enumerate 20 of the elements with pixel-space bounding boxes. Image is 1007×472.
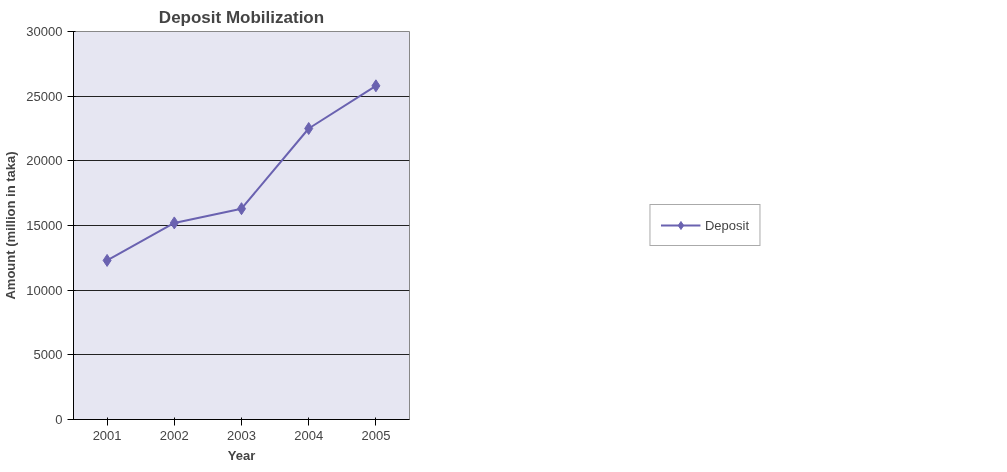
y-tick-label: 20000 — [26, 153, 63, 169]
chart-title: Deposit Mobilization — [158, 7, 325, 27]
y-tick-label: 10000 — [26, 282, 63, 298]
y-tick-label: 0 — [55, 412, 63, 427]
point — [304, 122, 314, 135]
x-tick-label: 2001 — [92, 427, 122, 443]
point — [169, 216, 179, 230]
x-tick-label: 2002 — [159, 427, 189, 443]
point — [371, 79, 381, 93]
x-axis-title: Year — [227, 447, 256, 463]
legend-label: Deposit — [704, 217, 750, 233]
x-tick-label: 2003 — [227, 427, 256, 443]
y-tick-label: 15000 — [26, 218, 63, 233]
x-tick-label: 2005 — [361, 427, 391, 443]
y-tick-label: 5000 — [33, 347, 63, 363]
x-tick-label: 2004 — [294, 427, 324, 443]
y-tick-label: 30000 — [26, 24, 63, 39]
y-axis-title: Amount (million in taka) — [3, 151, 19, 300]
point — [102, 253, 112, 267]
y-tick-label: 25000 — [26, 88, 63, 104]
